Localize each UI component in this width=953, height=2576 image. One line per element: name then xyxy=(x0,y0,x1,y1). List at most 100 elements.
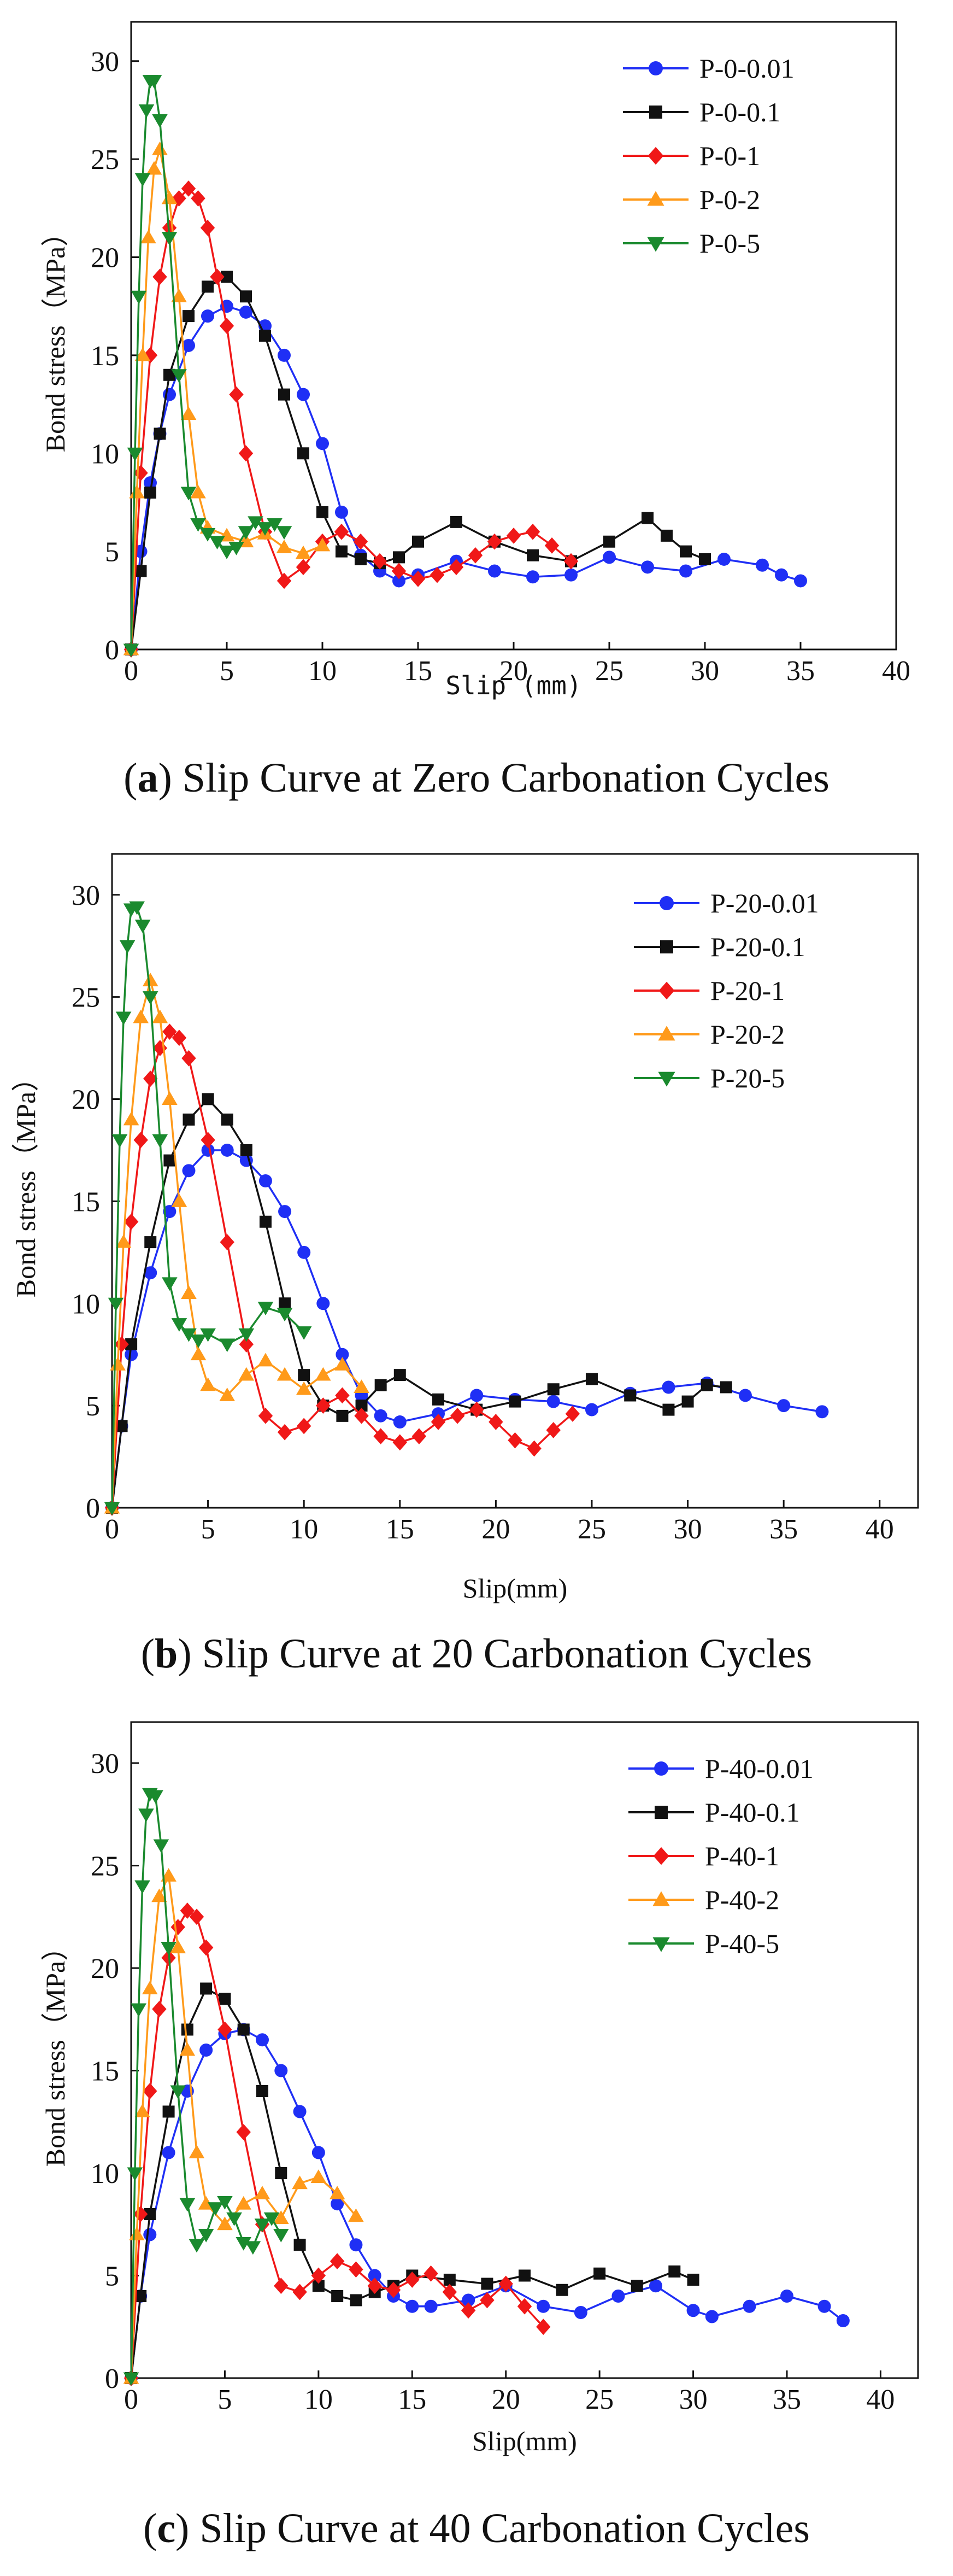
data-point xyxy=(142,991,158,1005)
data-point xyxy=(263,2212,280,2226)
data-point xyxy=(334,523,349,540)
data-point xyxy=(297,1245,311,1259)
series-line xyxy=(130,276,705,650)
series-P-0-5 xyxy=(123,75,292,658)
data-point xyxy=(219,1993,231,2005)
data-point xyxy=(217,2196,233,2210)
legend-label: P-20-5 xyxy=(710,1063,785,1093)
data-point xyxy=(469,1401,484,1418)
legend-label: P-40-0.01 xyxy=(705,1753,814,1784)
x-tick-label: 10 xyxy=(290,1514,318,1545)
data-point xyxy=(144,487,156,499)
data-point xyxy=(134,173,151,187)
data-point xyxy=(190,518,206,532)
data-point xyxy=(198,2229,214,2243)
data-point xyxy=(423,2265,438,2282)
x-tick-label: 30 xyxy=(674,1514,702,1545)
y-axis-label: Bond stress（MPa） xyxy=(10,1064,41,1297)
y-tick-label: 25 xyxy=(72,982,100,1014)
data-point xyxy=(350,2294,362,2306)
data-point xyxy=(815,1405,829,1419)
y-tick-label: 0 xyxy=(105,2363,119,2394)
data-point xyxy=(199,2044,213,2057)
data-point xyxy=(240,1144,252,1156)
series-line xyxy=(111,1031,573,1508)
legend-label: P-40-1 xyxy=(705,1841,779,1871)
data-point xyxy=(228,542,244,555)
data-point xyxy=(129,901,145,915)
y-tick-label: 15 xyxy=(91,2056,119,2087)
data-point xyxy=(200,1328,216,1342)
data-point xyxy=(219,1338,236,1353)
data-point xyxy=(393,551,405,564)
data-point xyxy=(144,2208,156,2220)
data-point xyxy=(183,310,195,323)
legend-marker xyxy=(648,147,664,165)
chart-b: 0 5 10 15 20 25 30 35 40 0 5 10 15 20 25 30 Slip(mm) Bond… xyxy=(10,853,919,1603)
y-tick-label: 20 xyxy=(91,243,119,274)
data-point xyxy=(443,2274,456,2286)
y-axis-label: Bond stress（MPa） xyxy=(40,219,70,452)
data-point xyxy=(201,309,214,323)
data-point xyxy=(311,2146,325,2159)
data-point xyxy=(296,1326,312,1340)
y-tick-label: 30 xyxy=(91,1748,119,1779)
data-point xyxy=(217,2216,233,2230)
data-point xyxy=(432,1393,445,1406)
data-point xyxy=(123,1111,139,1126)
data-point xyxy=(182,338,195,352)
y-tick-label: 15 xyxy=(91,341,119,372)
data-point xyxy=(170,2085,186,2099)
series-P-0-0.01 xyxy=(125,300,807,656)
data-point xyxy=(717,552,731,566)
data-point xyxy=(181,1328,197,1342)
data-point xyxy=(293,2105,307,2118)
data-point xyxy=(461,2302,476,2319)
data-point xyxy=(236,2237,252,2251)
data-point xyxy=(372,553,387,570)
data-point xyxy=(547,1383,560,1396)
data-point xyxy=(277,572,292,589)
data-point xyxy=(374,1379,387,1391)
data-point xyxy=(210,268,225,285)
data-point xyxy=(536,2319,551,2335)
data-point xyxy=(220,1143,234,1157)
data-point xyxy=(354,1407,369,1424)
series-line xyxy=(111,979,362,1508)
data-point xyxy=(780,2290,793,2303)
x-tick-label: 35 xyxy=(786,655,815,687)
data-point xyxy=(367,2278,382,2294)
data-point xyxy=(146,161,162,175)
x-tick-label: 10 xyxy=(308,655,337,687)
x-tick-label: 0 xyxy=(124,2384,138,2415)
data-point xyxy=(111,1134,128,1148)
data-point xyxy=(449,559,464,576)
series-P-20-2 xyxy=(104,973,369,1514)
data-point xyxy=(146,75,162,89)
data-point xyxy=(162,1023,177,1040)
data-point xyxy=(190,1334,207,1348)
data-point xyxy=(276,526,292,540)
data-point xyxy=(336,1409,349,1422)
data-point xyxy=(450,1407,465,1424)
y-tick-label: 10 xyxy=(91,438,119,470)
x-tick-label: 35 xyxy=(773,2384,801,2415)
data-point xyxy=(161,1867,177,1882)
data-point xyxy=(274,2278,289,2294)
data-point xyxy=(603,551,616,564)
x-tick-label: 0 xyxy=(105,1514,119,1545)
series-P-40-5 xyxy=(123,1788,289,2386)
data-point xyxy=(181,180,196,197)
data-point xyxy=(642,512,654,524)
legend-marker xyxy=(655,1806,668,1819)
data-point xyxy=(316,506,328,518)
data-point xyxy=(661,529,673,542)
data-point xyxy=(312,2280,325,2292)
data-point xyxy=(314,537,331,552)
series-P-40-2 xyxy=(123,1867,364,2384)
data-point xyxy=(329,2186,345,2199)
data-point xyxy=(701,1379,713,1391)
legend-marker xyxy=(647,191,664,206)
data-point xyxy=(239,1336,254,1353)
data-point xyxy=(127,447,143,461)
